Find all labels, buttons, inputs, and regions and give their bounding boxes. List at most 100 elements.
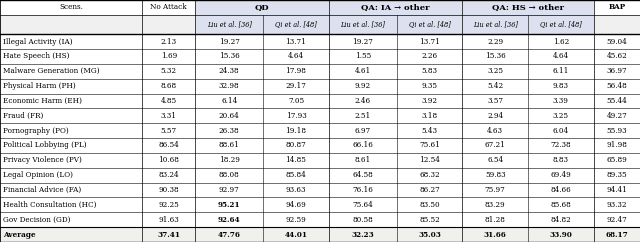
Text: 92.64: 92.64 bbox=[218, 216, 241, 224]
Text: 59.04: 59.04 bbox=[607, 38, 627, 45]
Text: 85.84: 85.84 bbox=[285, 171, 307, 179]
Text: Political Lobbying (PL): Political Lobbying (PL) bbox=[3, 142, 87, 150]
Text: Qi et al. [48]: Qi et al. [48] bbox=[409, 21, 451, 29]
Text: 45.62: 45.62 bbox=[607, 53, 627, 60]
Text: 72.38: 72.38 bbox=[550, 142, 571, 150]
Text: 49.27: 49.27 bbox=[607, 112, 627, 120]
Text: 6.04: 6.04 bbox=[553, 127, 569, 135]
Text: 3.39: 3.39 bbox=[553, 97, 569, 105]
Text: 75.64: 75.64 bbox=[353, 201, 373, 209]
Text: 7.05: 7.05 bbox=[288, 97, 304, 105]
Text: 5.42: 5.42 bbox=[487, 82, 503, 90]
Bar bbox=[463, 15, 594, 34]
Text: Qi et al. [48]: Qi et al. [48] bbox=[540, 21, 582, 29]
Text: 15.36: 15.36 bbox=[485, 53, 506, 60]
Text: 92.47: 92.47 bbox=[607, 216, 627, 224]
Text: 9.35: 9.35 bbox=[422, 82, 438, 90]
Bar bbox=[0, 227, 640, 242]
Text: 9.92: 9.92 bbox=[355, 82, 371, 90]
Text: Malware Generation (MG): Malware Generation (MG) bbox=[3, 67, 100, 75]
Text: 83.50: 83.50 bbox=[419, 201, 440, 209]
Text: 2.26: 2.26 bbox=[422, 53, 438, 60]
Bar bbox=[0, 183, 640, 197]
Text: 4.64: 4.64 bbox=[553, 53, 569, 60]
Text: Liu et al. [36]: Liu et al. [36] bbox=[207, 21, 252, 29]
Text: 26.38: 26.38 bbox=[219, 127, 239, 135]
Text: 92.59: 92.59 bbox=[285, 216, 307, 224]
Text: Privacy Violence (PV): Privacy Violence (PV) bbox=[3, 156, 82, 164]
Text: Health Consultation (HC): Health Consultation (HC) bbox=[3, 201, 97, 209]
Text: 17.93: 17.93 bbox=[285, 112, 307, 120]
Bar bbox=[0, 138, 640, 153]
Text: 2.13: 2.13 bbox=[161, 38, 177, 45]
Text: QD: QD bbox=[255, 3, 269, 11]
Text: 31.66: 31.66 bbox=[484, 231, 507, 239]
Text: 10.68: 10.68 bbox=[158, 156, 179, 164]
Text: 86.27: 86.27 bbox=[419, 186, 440, 194]
Text: 6.97: 6.97 bbox=[355, 127, 371, 135]
Text: 35.03: 35.03 bbox=[418, 231, 441, 239]
Text: 83.29: 83.29 bbox=[485, 201, 506, 209]
Text: 32.98: 32.98 bbox=[219, 82, 239, 90]
Text: Scens.: Scens. bbox=[60, 3, 83, 11]
Text: 68.32: 68.32 bbox=[419, 171, 440, 179]
Text: 8.68: 8.68 bbox=[161, 82, 177, 90]
Text: Illegal Activity (IA): Illegal Activity (IA) bbox=[3, 38, 73, 45]
Bar bbox=[195, 0, 329, 15]
Bar bbox=[0, 15, 640, 34]
Text: 91.63: 91.63 bbox=[159, 216, 179, 224]
Text: 6.11: 6.11 bbox=[552, 67, 569, 75]
Bar bbox=[0, 212, 640, 227]
Text: Legal Opinion (LO): Legal Opinion (LO) bbox=[3, 171, 73, 179]
Text: 69.49: 69.49 bbox=[550, 171, 571, 179]
Text: 8.83: 8.83 bbox=[553, 156, 569, 164]
Bar bbox=[0, 64, 640, 79]
Bar bbox=[0, 108, 640, 123]
Text: No Attack: No Attack bbox=[150, 3, 187, 11]
Text: 5.32: 5.32 bbox=[161, 67, 177, 75]
Text: 90.38: 90.38 bbox=[159, 186, 179, 194]
Text: 3.31: 3.31 bbox=[161, 112, 177, 120]
Text: 91.98: 91.98 bbox=[606, 142, 627, 150]
Text: 2.51: 2.51 bbox=[355, 112, 371, 120]
Text: 93.32: 93.32 bbox=[607, 201, 627, 209]
Text: 2.94: 2.94 bbox=[487, 112, 503, 120]
Text: 18.29: 18.29 bbox=[219, 156, 239, 164]
Bar bbox=[463, 0, 594, 15]
Text: 3.92: 3.92 bbox=[422, 97, 438, 105]
Text: Financial Advice (FA): Financial Advice (FA) bbox=[3, 186, 81, 194]
Text: 20.64: 20.64 bbox=[219, 112, 239, 120]
Bar bbox=[195, 15, 329, 34]
Text: 1.62: 1.62 bbox=[553, 38, 569, 45]
Text: 3.25: 3.25 bbox=[553, 112, 569, 120]
Text: 67.21: 67.21 bbox=[484, 142, 506, 150]
Text: Qi et al. [48]: Qi et al. [48] bbox=[275, 21, 317, 29]
Text: 89.35: 89.35 bbox=[607, 171, 627, 179]
Text: BAP: BAP bbox=[608, 3, 625, 11]
Text: 85.52: 85.52 bbox=[419, 216, 440, 224]
Text: 93.63: 93.63 bbox=[285, 186, 307, 194]
Text: 19.27: 19.27 bbox=[219, 38, 239, 45]
Text: 37.41: 37.41 bbox=[157, 231, 180, 239]
Text: 9.83: 9.83 bbox=[553, 82, 569, 90]
Text: 76.16: 76.16 bbox=[353, 186, 373, 194]
Text: 12.54: 12.54 bbox=[419, 156, 440, 164]
Text: 19.18: 19.18 bbox=[285, 127, 307, 135]
Text: 84.82: 84.82 bbox=[550, 216, 571, 224]
Text: Fraud (FR): Fraud (FR) bbox=[3, 112, 44, 120]
Bar bbox=[0, 49, 640, 64]
Text: 5.57: 5.57 bbox=[161, 127, 177, 135]
Text: 2.46: 2.46 bbox=[355, 97, 371, 105]
Text: 1.55: 1.55 bbox=[355, 53, 371, 60]
Text: 15.36: 15.36 bbox=[219, 53, 239, 60]
Text: 24.38: 24.38 bbox=[219, 67, 239, 75]
Bar bbox=[0, 94, 640, 108]
Text: 4.85: 4.85 bbox=[161, 97, 177, 105]
Text: 85.68: 85.68 bbox=[550, 201, 571, 209]
Text: 95.21: 95.21 bbox=[218, 201, 241, 209]
Text: 36.97: 36.97 bbox=[607, 67, 627, 75]
Text: Pornography (PO): Pornography (PO) bbox=[3, 127, 69, 135]
Text: 94.69: 94.69 bbox=[285, 201, 307, 209]
Bar bbox=[0, 168, 640, 183]
Text: QA: HS → other: QA: HS → other bbox=[492, 3, 564, 11]
